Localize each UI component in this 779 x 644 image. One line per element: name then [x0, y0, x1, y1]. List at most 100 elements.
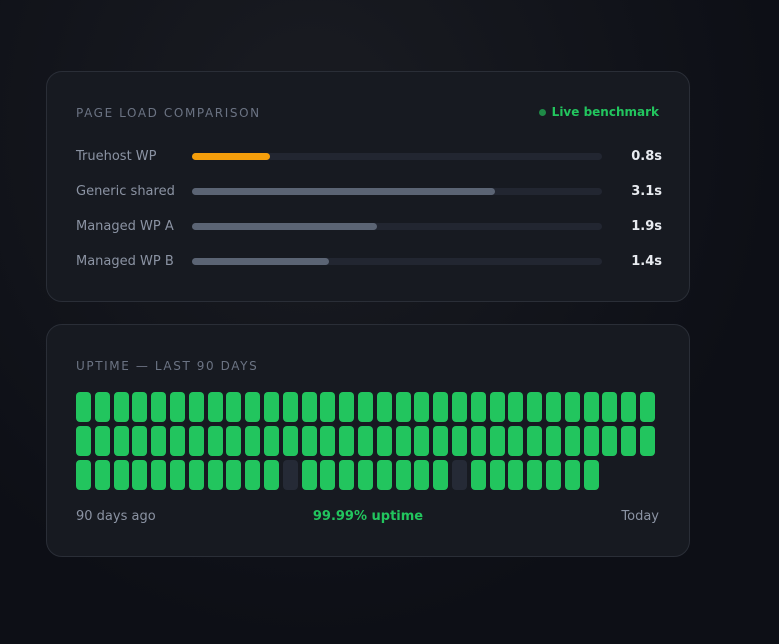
- day-cell: [395, 392, 411, 422]
- day-cell: [470, 460, 486, 490]
- day-cell: [113, 392, 129, 422]
- day-cell: [113, 460, 129, 490]
- day-cell: [564, 426, 580, 456]
- day-cell: [207, 392, 223, 422]
- uptime-card: UPTIME — LAST 90 DAYS 90 days ago 99.99%…: [46, 324, 690, 557]
- day-cell: [301, 426, 317, 456]
- live-badge: Live benchmark: [538, 105, 659, 119]
- day-cell: [169, 392, 185, 422]
- day-cell: [263, 392, 279, 422]
- day-cell: [639, 392, 655, 422]
- day-cell: [263, 460, 279, 490]
- day-cell: [376, 392, 392, 422]
- day-cell: [639, 426, 655, 456]
- day-cell: [451, 426, 467, 456]
- day-cell: [357, 392, 373, 422]
- day-cell: [151, 392, 167, 422]
- day-cell: [188, 392, 204, 422]
- day-cell: [169, 460, 185, 490]
- day-cell: [94, 460, 110, 490]
- day-cell: [451, 392, 467, 422]
- day-cell: [451, 460, 467, 490]
- end-label: Today: [621, 509, 659, 524]
- day-cell: [226, 392, 242, 422]
- day-cell: [320, 460, 336, 490]
- bar: [192, 257, 329, 265]
- day-cell: [76, 426, 91, 456]
- day-cell: [545, 460, 561, 490]
- day-cell: [395, 460, 411, 490]
- day-cell: [245, 426, 261, 456]
- bar-row: Generic shared 3.1s: [76, 181, 662, 201]
- card-title: PAGE LOAD COMPARISON: [76, 106, 261, 120]
- day-cell: [188, 460, 204, 490]
- bar-row: Managed WP B 1.4s: [76, 251, 662, 271]
- day-cell: [207, 426, 223, 456]
- day-cell: [433, 426, 449, 456]
- day-cell: [169, 426, 185, 456]
- day-cell: [621, 426, 637, 456]
- day-cell: [414, 426, 430, 456]
- day-cell: [151, 460, 167, 490]
- day-cell: [282, 460, 298, 490]
- day-cell: [301, 460, 317, 490]
- day-cell: [226, 426, 242, 456]
- day-cell: [94, 392, 110, 422]
- day-cell: [508, 426, 524, 456]
- bar-row: Managed WP A 1.9s: [76, 216, 662, 236]
- day-cell: [113, 426, 129, 456]
- bar-track: [192, 187, 602, 195]
- page-load-card: PAGE LOAD COMPARISON Live benchmark True…: [46, 71, 690, 302]
- day-cell: [564, 460, 580, 490]
- day-cell: [395, 426, 411, 456]
- day-cell: [527, 426, 543, 456]
- day-cell: [508, 392, 524, 422]
- day-cell: [245, 392, 261, 422]
- day-cell: [414, 460, 430, 490]
- day-cell: [226, 460, 242, 490]
- day-cell: [132, 460, 148, 490]
- day-cell: [376, 426, 392, 456]
- day-cell: [339, 392, 355, 422]
- badge-text: Live benchmark: [551, 105, 659, 119]
- day-cell: [564, 392, 580, 422]
- day-cell: [282, 426, 298, 456]
- day-cell: [263, 426, 279, 456]
- day-cell: [470, 426, 486, 456]
- day-cell: [132, 392, 148, 422]
- day-cell: [357, 426, 373, 456]
- day-cell: [433, 460, 449, 490]
- day-cell: [527, 460, 543, 490]
- status-dot: [538, 108, 546, 116]
- day-cell: [282, 392, 298, 422]
- day-cell: [207, 460, 223, 490]
- day-cell: [132, 426, 148, 456]
- bar-label: Managed WP B: [76, 253, 174, 269]
- bar-track: [192, 257, 602, 265]
- bar: [192, 152, 271, 160]
- day-cell: [245, 460, 261, 490]
- day-cell: [602, 426, 618, 456]
- day-cell: [76, 392, 91, 422]
- bar-label: Managed WP A: [76, 218, 174, 234]
- day-cell: [621, 392, 637, 422]
- bar-track: [192, 152, 602, 160]
- bar-label: Truehost WP: [76, 148, 157, 164]
- day-cell: [470, 392, 486, 422]
- day-cell: [489, 426, 505, 456]
- day-cell: [320, 392, 336, 422]
- day-cell: [188, 426, 204, 456]
- uptime-grid: [76, 392, 655, 490]
- day-cell: [583, 460, 599, 490]
- day-cell: [545, 426, 561, 456]
- value-label: 0.8s: [631, 148, 662, 164]
- day-cell: [414, 392, 430, 422]
- day-cell: [320, 426, 336, 456]
- bar-row: Truehost WP 0.8s: [76, 146, 662, 166]
- value-label: 1.4s: [631, 253, 662, 269]
- bar-label: Generic shared: [76, 183, 175, 199]
- day-cell: [376, 460, 392, 490]
- bar: [192, 187, 495, 195]
- day-cell: [489, 460, 505, 490]
